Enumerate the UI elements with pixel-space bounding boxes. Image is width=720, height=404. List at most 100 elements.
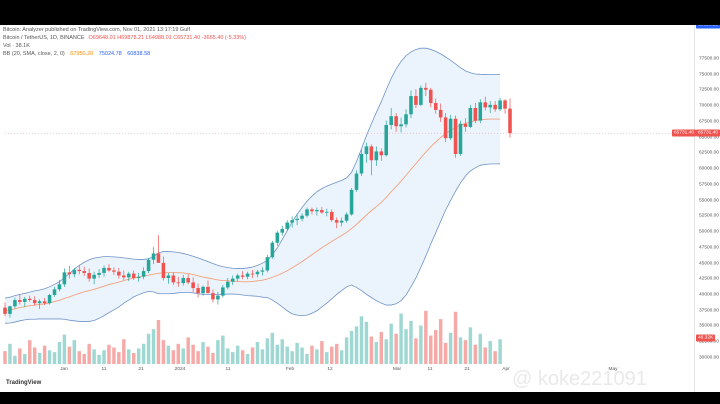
candle-body bbox=[325, 211, 329, 213]
volume-bar bbox=[8, 343, 12, 364]
candle-body bbox=[23, 298, 27, 302]
volume-bar bbox=[414, 338, 418, 364]
volume-bar bbox=[463, 340, 468, 364]
volume-bar bbox=[97, 354, 101, 364]
candle-body bbox=[186, 278, 190, 283]
candle-body bbox=[112, 270, 116, 272]
candle-body bbox=[146, 259, 151, 272]
candle-body bbox=[488, 104, 492, 108]
candle-body bbox=[409, 96, 413, 115]
volume-bar bbox=[127, 349, 131, 364]
candle-body bbox=[429, 89, 433, 103]
candle-body bbox=[280, 228, 285, 233]
volume-bar bbox=[171, 350, 176, 364]
volume-bar bbox=[478, 333, 483, 364]
price-tick-label: 65000.00 bbox=[699, 135, 720, 141]
candle-body bbox=[117, 271, 121, 276]
price-tick-label: 47500.00 bbox=[699, 245, 720, 251]
volume-bar bbox=[260, 349, 265, 364]
candle-body bbox=[344, 214, 349, 221]
candle-body bbox=[230, 278, 235, 282]
volume-bar bbox=[310, 345, 314, 364]
candle-body bbox=[379, 151, 384, 156]
candle-body bbox=[131, 273, 136, 278]
volume-bar bbox=[47, 350, 52, 364]
volume-bar bbox=[166, 345, 171, 364]
candle-body bbox=[354, 173, 359, 190]
candle-body bbox=[72, 269, 77, 275]
candle-body bbox=[122, 275, 126, 278]
candle-body bbox=[136, 276, 141, 278]
candle-body bbox=[52, 289, 57, 295]
price-tick-label: 50000.00 bbox=[699, 229, 720, 235]
tradingview-logo: TradingView bbox=[6, 380, 42, 386]
candle-body bbox=[369, 146, 374, 161]
volume-bar bbox=[374, 342, 379, 364]
volume-bar bbox=[280, 339, 284, 364]
bb-band-fill bbox=[5, 48, 501, 324]
candle-body bbox=[359, 153, 364, 174]
candle-body bbox=[300, 215, 304, 219]
volume-bar bbox=[344, 337, 349, 364]
volume-bar bbox=[369, 336, 374, 364]
candle-body bbox=[102, 267, 106, 273]
bb-basis-value: 67950.20 bbox=[70, 51, 94, 57]
candle-body bbox=[240, 275, 245, 277]
volume-bar bbox=[186, 337, 190, 364]
price-chart[interactable] bbox=[0, 25, 694, 392]
candle-body bbox=[334, 220, 339, 223]
volume-bar bbox=[349, 331, 354, 364]
volume-bar bbox=[107, 344, 111, 364]
candle-body bbox=[320, 210, 324, 213]
bb-lower-value: 60838.58 bbox=[127, 51, 151, 57]
price-tick-label: 77500.00 bbox=[699, 56, 720, 62]
volume-bar bbox=[379, 331, 384, 364]
volume-bar bbox=[250, 347, 255, 364]
volume-bar bbox=[255, 342, 260, 364]
candle-body bbox=[295, 218, 299, 221]
candle-body bbox=[305, 209, 309, 216]
time-tick-label: 21 bbox=[464, 367, 470, 372]
last-price-tag: 65731.40 bbox=[672, 129, 697, 137]
candle-body bbox=[448, 118, 453, 139]
candle-body bbox=[87, 272, 91, 279]
volume-bar bbox=[498, 339, 502, 364]
volume-bar bbox=[82, 353, 86, 364]
candle-body bbox=[339, 220, 344, 223]
volume-bar bbox=[320, 341, 324, 364]
volume-bar bbox=[438, 319, 443, 364]
volume-bar bbox=[23, 353, 27, 364]
bb-upper-line bbox=[4, 47, 501, 299]
volume-bar bbox=[3, 351, 7, 364]
candle-body bbox=[221, 287, 225, 296]
candle-body bbox=[285, 222, 289, 229]
volume-bar bbox=[32, 347, 37, 364]
price-axis-label: 46.32K bbox=[696, 334, 716, 342]
candle-body bbox=[329, 211, 334, 221]
candle-body bbox=[191, 282, 195, 289]
volume-bar bbox=[57, 342, 62, 364]
time-tick-label: Mar bbox=[392, 367, 402, 372]
volume-bar bbox=[245, 353, 250, 364]
volume-bar bbox=[493, 351, 497, 364]
candle-body bbox=[315, 210, 319, 212]
candle-body bbox=[389, 116, 393, 125]
candle-body bbox=[37, 301, 42, 304]
volume-bar bbox=[131, 353, 136, 364]
candle-body bbox=[235, 275, 240, 279]
price-tick-label: 72500.00 bbox=[699, 87, 720, 93]
volume-bar bbox=[315, 349, 319, 364]
candle-body bbox=[8, 306, 12, 314]
candle-body bbox=[97, 272, 101, 275]
price-axis-divider bbox=[694, 25, 695, 392]
candle-body bbox=[453, 118, 458, 154]
candle-body bbox=[384, 125, 389, 156]
candle-body bbox=[478, 102, 483, 121]
volume-bar bbox=[226, 348, 230, 364]
time-tick-label: 11 bbox=[427, 367, 433, 372]
volume-bar bbox=[334, 343, 339, 364]
candle-body bbox=[310, 209, 314, 212]
candle-body bbox=[196, 288, 200, 294]
price-tick-label: 40000.00 bbox=[699, 292, 720, 298]
candle-body bbox=[92, 274, 96, 279]
